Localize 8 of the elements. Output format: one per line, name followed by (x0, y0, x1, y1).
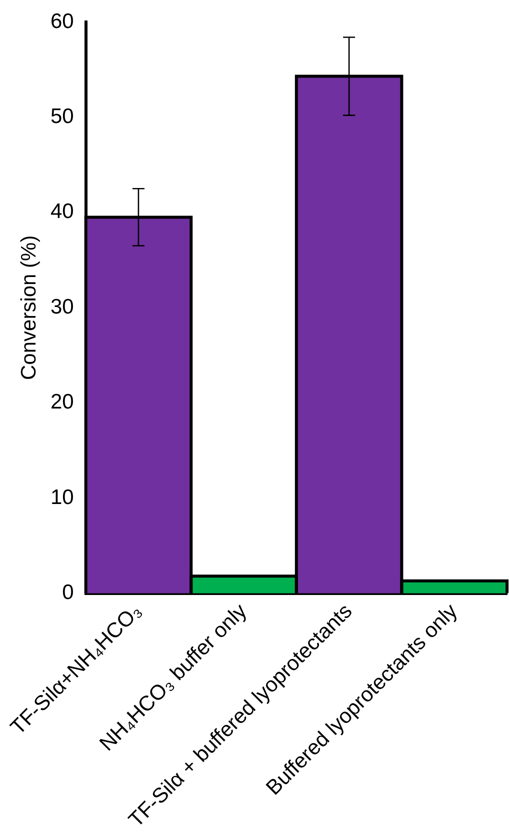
y-axis-title: Conversion (%) (18, 235, 41, 380)
y-tick-label: 40 (50, 200, 74, 224)
y-tick-label: 10 (50, 486, 74, 509)
y-tick-label: 0 (62, 581, 74, 604)
y-tick-label: 50 (50, 105, 74, 128)
y-tick-label: 60 (50, 10, 74, 33)
y-tick-label: 30 (50, 295, 74, 318)
y-tick-label: 20 (50, 390, 74, 414)
